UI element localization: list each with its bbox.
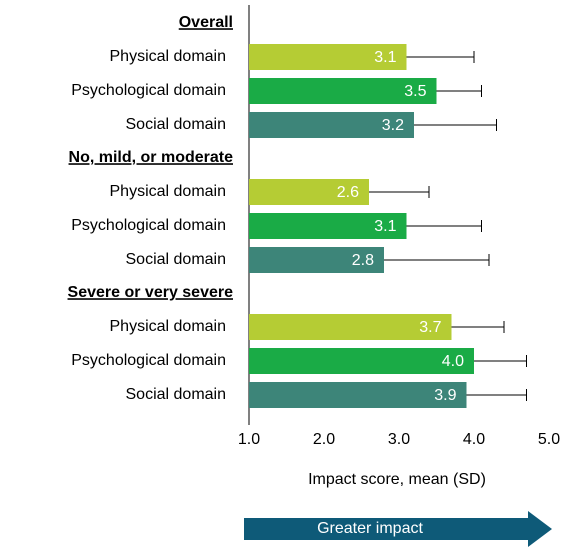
bar <box>249 78 437 104</box>
arrow-label: Greater impact <box>317 520 423 537</box>
impact-arrow <box>244 511 552 547</box>
value-label: 2.6 <box>337 184 359 201</box>
value-label: 3.1 <box>374 49 396 66</box>
value-label: 3.1 <box>374 218 396 235</box>
bar <box>249 314 452 340</box>
bar <box>249 348 474 374</box>
row-label: Psychological domain <box>71 352 226 369</box>
group-header: No, mild, or moderate <box>69 149 234 166</box>
bar <box>249 44 407 70</box>
group-header: Severe or very severe <box>68 284 234 301</box>
row-label: Social domain <box>126 251 227 268</box>
x-tick-label: 3.0 <box>388 431 410 448</box>
group-header: Overall <box>179 14 233 31</box>
bar <box>249 382 467 408</box>
value-label: 3.5 <box>404 83 426 100</box>
value-label: 4.0 <box>442 353 464 370</box>
row-label: Social domain <box>126 116 227 133</box>
bar <box>249 112 414 138</box>
row-label: Physical domain <box>110 183 227 200</box>
x-tick-label: 5.0 <box>538 431 560 448</box>
bar <box>249 179 369 205</box>
x-tick-label: 1.0 <box>238 431 260 448</box>
value-label: 3.9 <box>434 387 456 404</box>
bar <box>249 213 407 239</box>
bar <box>249 247 384 273</box>
x-tick-label: 2.0 <box>313 431 335 448</box>
value-label: 2.8 <box>352 252 374 269</box>
row-label: Psychological domain <box>71 217 226 234</box>
value-label: 3.2 <box>382 117 404 134</box>
value-label: 3.7 <box>419 319 441 336</box>
row-label: Psychological domain <box>71 82 226 99</box>
row-label: Physical domain <box>110 318 227 335</box>
row-label: Social domain <box>126 386 227 403</box>
x-tick-label: 4.0 <box>463 431 485 448</box>
x-axis-label: Impact score, mean (SD) <box>308 471 486 488</box>
row-label: Physical domain <box>110 48 227 65</box>
